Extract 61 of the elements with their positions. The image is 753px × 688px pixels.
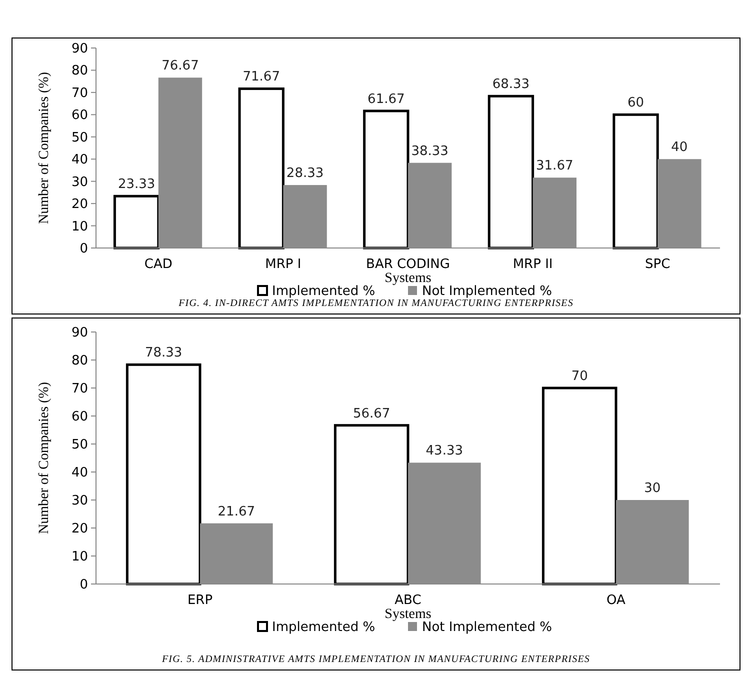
y-tick-label: 40: [71, 466, 88, 480]
y-axis-title: Number of Companies (%): [37, 72, 52, 224]
y-tick-label: 0: [80, 578, 88, 592]
bar: [334, 424, 410, 586]
y-tick-label: 10: [71, 550, 88, 564]
x-tick-label: ABC: [394, 593, 422, 608]
bar: [238, 87, 284, 250]
y-tick-label: 60: [71, 108, 88, 124]
y-tick-label: 40: [71, 152, 88, 168]
legend-label: Implemented %: [272, 620, 376, 635]
data-label: 40: [671, 140, 688, 156]
legend-label: Not Implemented %: [422, 620, 552, 635]
bar: [612, 113, 659, 250]
bar: [542, 386, 618, 586]
legend-label: Implemented %: [272, 284, 376, 299]
bar: [126, 363, 202, 586]
caption: FIG. 5. ADMINISTRATIVE AMTS IMPLEMENTATION IN MANUFACTURING ENTERPRISES: [160, 654, 590, 665]
y-tick-label: 80: [71, 354, 88, 368]
data-label: 70: [571, 369, 588, 384]
data-label: 21.67: [218, 504, 256, 520]
y-tick-label: 80: [71, 64, 88, 79]
y-tick-label: 90: [71, 326, 88, 340]
y-tick-label: 60: [71, 410, 88, 424]
data-label: 30: [644, 481, 661, 496]
data-label: 28.33: [286, 166, 324, 182]
data-label: 61.67: [368, 92, 405, 107]
data-label: 78.33: [144, 346, 182, 361]
data-label: 23.33: [118, 177, 156, 192]
y-tick-label: 10: [71, 219, 88, 234]
x-axis-title: Systems: [384, 607, 432, 622]
x-tick-label: MRP I: [265, 257, 302, 272]
x-tick-label: SPC: [645, 257, 670, 272]
legend-label: Not Implemented %: [422, 284, 552, 299]
data-label: 71.67: [242, 70, 280, 85]
bar: [363, 110, 410, 250]
x-tick-label: ERP: [187, 593, 213, 608]
y-axis-title: Number of Companies (%): [37, 382, 52, 534]
y-tick-label: 70: [71, 382, 88, 396]
data-label: 38.33: [411, 144, 448, 159]
data-label: 56.67: [352, 406, 390, 422]
y-tick-label: 90: [71, 42, 88, 56]
data-label: 43.33: [426, 444, 464, 459]
y-tick-label: 30: [71, 174, 88, 190]
y-tick-label: 30: [71, 494, 88, 508]
x-tick-label: MRP II: [512, 257, 553, 272]
bar: [488, 94, 534, 250]
x-tick-label: OA: [606, 593, 626, 608]
data-label: 60: [627, 96, 644, 111]
y-tick-label: 0: [80, 242, 88, 256]
y-tick-label: 50: [71, 130, 88, 146]
caption: FIG. 4. IN-DIRECT AMTS IMPLEMENTATION IN MANUFACTURING ENTERPRISES: [178, 298, 574, 309]
x-axis-title: Systems: [384, 271, 432, 286]
data-label: 76.67: [162, 58, 199, 74]
data-label: 31.67: [536, 158, 574, 174]
y-tick-label: 20: [71, 522, 88, 536]
y-tick-label: 50: [71, 438, 88, 452]
data-label: 68.33: [492, 77, 530, 92]
y-tick-label: 20: [71, 197, 88, 212]
x-tick-label: BAR CODING: [366, 257, 450, 272]
x-tick-label: CAD: [144, 257, 172, 272]
y-tick-label: 70: [71, 86, 88, 101]
